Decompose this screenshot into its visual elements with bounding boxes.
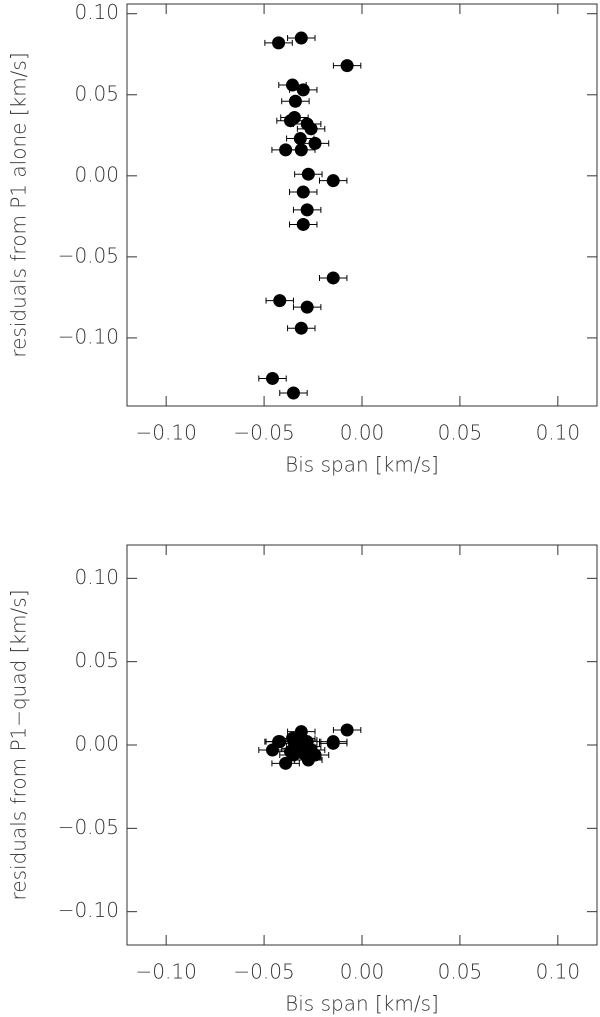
data-point <box>326 271 340 285</box>
y-tick-label: 0.05 <box>74 81 119 105</box>
data-point <box>293 132 307 146</box>
data-point <box>294 143 308 157</box>
data-point <box>300 300 314 314</box>
y-tick-label: −0.05 <box>58 243 119 267</box>
y-axis-label: residuals from P1 alone [km/s] <box>7 52 31 357</box>
data-point <box>340 723 354 737</box>
data-point <box>300 203 314 217</box>
data-point <box>296 217 310 231</box>
data-point <box>340 59 354 73</box>
x-tick-label: −0.05 <box>233 960 294 984</box>
x-tick-label: 0.00 <box>340 421 385 445</box>
y-tick-label: 0.00 <box>74 162 119 186</box>
y-tick-label: −0.10 <box>58 324 119 348</box>
data-point <box>326 174 340 188</box>
x-tick-label: 0.10 <box>536 421 581 445</box>
data-point <box>272 36 286 50</box>
data-point <box>326 736 340 750</box>
x-tick-label: 0.05 <box>438 960 483 984</box>
data-point <box>294 321 308 335</box>
plot-frame <box>126 544 598 946</box>
x-axis-label: Bis span [km/s] <box>285 992 439 1016</box>
x-axis-label: Bis span [km/s] <box>285 453 439 477</box>
data-point <box>286 748 300 762</box>
data-point <box>266 371 280 385</box>
x-tick-label: 0.10 <box>536 960 581 984</box>
x-tick-label: 0.00 <box>340 960 385 984</box>
data-point <box>284 114 298 128</box>
plot-frame <box>126 3 598 407</box>
y-tick-label: 0.00 <box>74 732 119 756</box>
y-tick-label: −0.05 <box>58 815 119 839</box>
y-axis-label: residuals from P1−quad [km/s] <box>7 590 31 901</box>
y-tick-label: 0.10 <box>74 0 119 24</box>
y-tick-label: −0.10 <box>58 898 119 922</box>
data-point <box>296 83 310 97</box>
x-tick-label: −0.05 <box>233 421 294 445</box>
data-point <box>304 122 318 136</box>
data-point <box>296 185 310 199</box>
data-point <box>279 143 293 157</box>
data-point <box>286 386 300 400</box>
data-point <box>279 756 293 770</box>
data-point <box>294 31 308 45</box>
data-point <box>288 94 302 108</box>
y-tick-label: 0.05 <box>74 648 119 672</box>
x-tick-label: 0.05 <box>438 421 483 445</box>
y-tick-label: 0.10 <box>74 565 119 589</box>
data-point <box>308 136 322 150</box>
data-point <box>273 294 287 308</box>
x-tick-label: −0.10 <box>136 960 197 984</box>
data-point <box>301 167 315 181</box>
data-point <box>266 743 280 757</box>
x-tick-label: −0.10 <box>136 421 197 445</box>
